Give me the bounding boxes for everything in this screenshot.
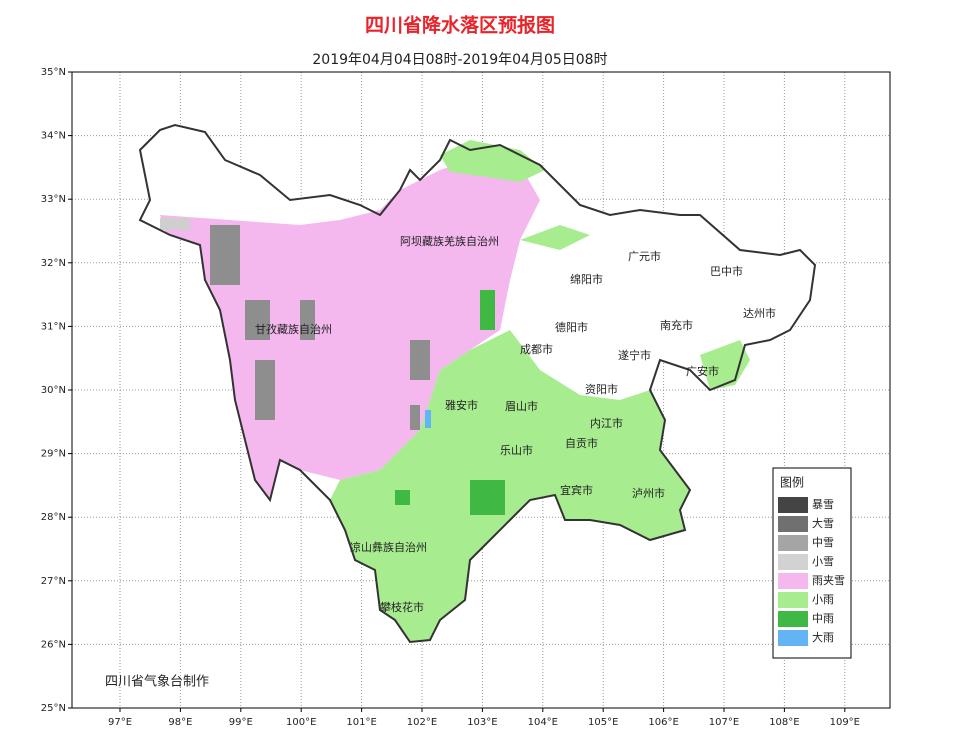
- legend-swatch: [778, 535, 808, 551]
- lat-label: 31°N: [41, 321, 66, 332]
- lon-label: 106°E: [648, 717, 678, 728]
- legend-label: 暴雪: [812, 498, 834, 511]
- place-label: 遂宁市: [618, 348, 651, 362]
- legend-swatch: [778, 611, 808, 627]
- place-label: 自贡市: [565, 436, 598, 450]
- lat-label: 25°N: [41, 703, 66, 714]
- legend-swatch: [778, 554, 808, 570]
- place-label: 乐山市: [500, 443, 533, 457]
- legend-swatch: [778, 573, 808, 589]
- place-label: 广安市: [686, 364, 719, 378]
- legend-label: 中雨: [812, 612, 834, 625]
- legend-label: 小雨: [812, 593, 834, 606]
- lon-label: 98°E: [168, 717, 192, 728]
- legend-swatch: [778, 630, 808, 646]
- lat-label: 35°N: [41, 67, 66, 78]
- lon-label: 108°E: [769, 717, 799, 728]
- light-rain-area: [520, 225, 590, 250]
- legend-title: 图例: [780, 476, 804, 490]
- place-label: 广元市: [628, 249, 661, 263]
- light-rain-area: [440, 140, 545, 182]
- place-label: 南充市: [660, 318, 693, 332]
- legend-swatch: [778, 497, 808, 513]
- title: 四川省降水落区预报图: [365, 14, 555, 37]
- place-label: 凉山彝族自治州: [350, 540, 427, 554]
- place-label: 巴中市: [710, 264, 743, 278]
- place-label: 雅安市: [445, 398, 478, 412]
- lat-label: 34°N: [41, 131, 66, 142]
- lon-label: 107°E: [709, 717, 739, 728]
- lon-label: 104°E: [528, 717, 558, 728]
- place-label: 资阳市: [585, 382, 618, 396]
- footer: 四川省气象台制作: [105, 674, 209, 690]
- light-rain-area: [330, 330, 690, 642]
- place-label: 攀枝花市: [380, 600, 424, 614]
- place-label: 甘孜藏族自治州: [255, 322, 332, 336]
- lat-label: 30°N: [41, 385, 66, 396]
- lon-label: 109°E: [830, 717, 860, 728]
- legend-swatch: [778, 516, 808, 532]
- lon-label: 103°E: [467, 717, 497, 728]
- legend-label: 小雪: [812, 555, 834, 568]
- lat-label: 29°N: [41, 449, 66, 460]
- place-label: 绵阳市: [570, 272, 603, 286]
- lon-label: 100°E: [286, 717, 316, 728]
- lon-label: 97°E: [108, 717, 132, 728]
- lon-label: 102°E: [407, 717, 437, 728]
- lat-label: 32°N: [41, 258, 66, 269]
- legend-label: 大雪: [812, 516, 834, 530]
- legend-label: 中雪: [812, 536, 834, 549]
- place-label: 成都市: [520, 342, 553, 356]
- lon-label: 101°E: [346, 717, 376, 728]
- lat-label: 28°N: [41, 512, 66, 523]
- snow-patches: [160, 218, 505, 515]
- light-rain-area: [700, 340, 750, 390]
- place-label: 眉山市: [505, 399, 538, 413]
- place-label: 内江市: [590, 416, 623, 430]
- place-label: 达州市: [743, 306, 776, 320]
- province-border: [138, 123, 817, 644]
- lat-label: 26°N: [41, 639, 66, 650]
- place-label: 泸州市: [632, 486, 665, 500]
- legend-swatch: [778, 592, 808, 608]
- subtitle: 2019年04月04日08时-2019年04月05日08时: [312, 52, 607, 68]
- place-label: 宜宾市: [560, 483, 593, 497]
- lat-label: 27°N: [41, 576, 66, 587]
- map-frame: [71, 71, 891, 709]
- legend-label: 雨夹雪: [812, 574, 845, 587]
- lon-label: 105°E: [588, 717, 618, 728]
- legend-label: 大雨: [812, 630, 834, 644]
- place-label: 德阳市: [555, 320, 588, 334]
- place-label: 阿坝藏族羌族自治州: [400, 234, 499, 248]
- lat-label: 33°N: [41, 194, 66, 205]
- lon-label: 99°E: [229, 717, 253, 728]
